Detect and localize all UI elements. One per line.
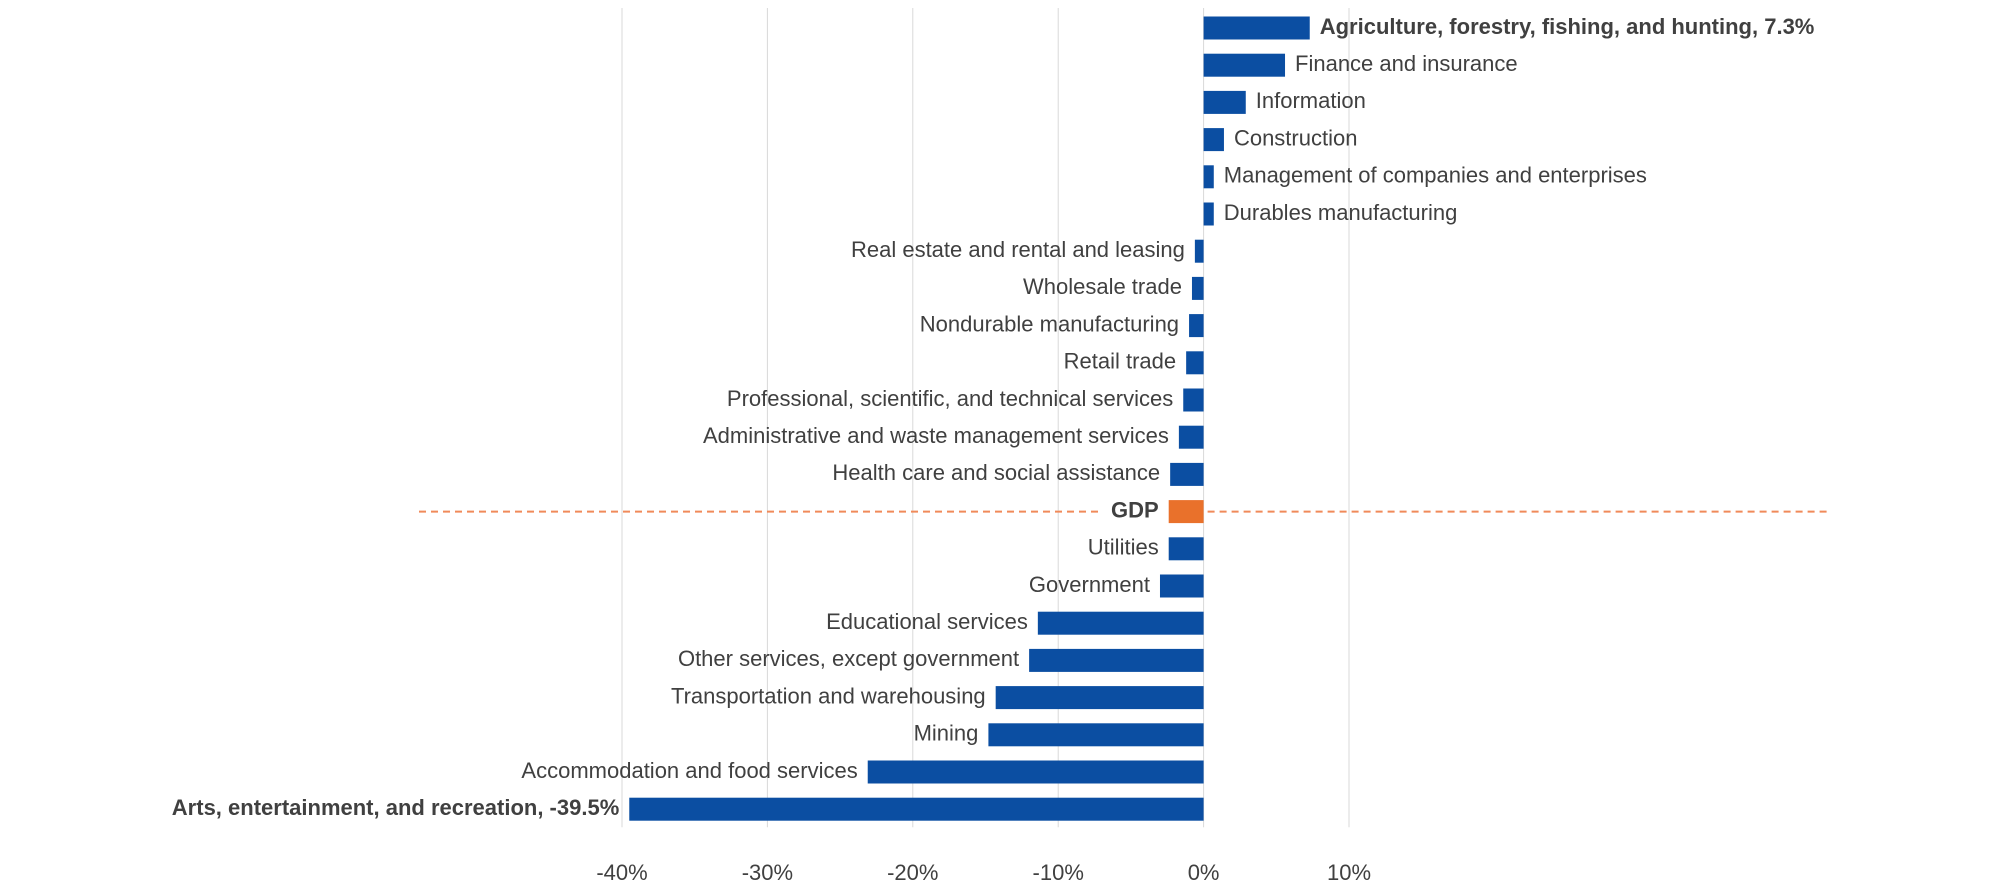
- bar-label: Construction: [1234, 125, 1358, 150]
- bar: [1189, 314, 1204, 338]
- bar: [1183, 388, 1204, 412]
- bar: [1168, 537, 1204, 561]
- bar-label: Other services, except government: [678, 646, 1019, 671]
- bar: [988, 723, 1204, 747]
- bar-label: Information: [1256, 88, 1366, 113]
- bar-label: Arts, entertainment, and recreation, -39…: [172, 795, 619, 820]
- bar: [1191, 276, 1204, 300]
- bar: [1029, 648, 1204, 672]
- bar-label: Finance and insurance: [1295, 51, 1518, 76]
- bar: [995, 686, 1204, 710]
- x-tick-label: 0%: [1188, 860, 1220, 885]
- bar-label: Durables manufacturing: [1224, 200, 1458, 225]
- bar: [1186, 351, 1204, 375]
- bar-label: Transportation and warehousing: [671, 683, 986, 708]
- bar-label: Government: [1029, 572, 1150, 597]
- bar: [1159, 574, 1204, 598]
- bar: [1178, 425, 1204, 449]
- bar: [629, 797, 1204, 821]
- bar-label: Administrative and waste management serv…: [703, 423, 1169, 448]
- bar-label: Health care and social assistance: [832, 460, 1160, 485]
- x-tick-label: 10%: [1327, 860, 1371, 885]
- bar-label: Mining: [914, 721, 979, 746]
- bar-label: Retail trade: [1064, 349, 1177, 374]
- bar: [1203, 202, 1214, 226]
- bar-label: Wholesale trade: [1023, 274, 1182, 299]
- bar: [1203, 16, 1310, 40]
- x-tick-label: -10%: [1033, 860, 1084, 885]
- bar-label: Professional, scientific, and technical …: [727, 386, 1173, 411]
- bar: [1037, 611, 1204, 635]
- x-tick-label: -20%: [887, 860, 938, 885]
- bar: [1170, 462, 1204, 486]
- bar: [1203, 128, 1224, 152]
- bar-label: Management of companies and enterprises: [1224, 163, 1647, 188]
- bar: [1203, 53, 1286, 77]
- bar-label: Real estate and rental and leasing: [851, 237, 1185, 262]
- bar-label: Educational services: [826, 609, 1028, 634]
- bar: [1203, 90, 1246, 114]
- bar-label: Nondurable manufacturing: [920, 311, 1179, 336]
- bar: [1194, 239, 1204, 263]
- x-tick-label: -40%: [596, 860, 647, 885]
- bar: [1203, 165, 1214, 189]
- bar-label: GDP: [1111, 497, 1159, 522]
- bar: [1168, 500, 1204, 524]
- bar-label: Utilities: [1088, 535, 1159, 560]
- bar: [867, 760, 1204, 784]
- bar-label: Accommodation and food services: [521, 758, 857, 783]
- bar-label: Agriculture, forestry, fishing, and hunt…: [1320, 14, 1815, 39]
- x-tick-label: -30%: [742, 860, 793, 885]
